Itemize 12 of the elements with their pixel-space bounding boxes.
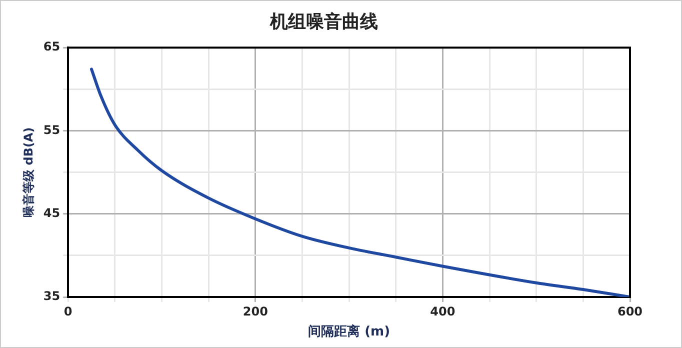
- y-tick-label: 55: [43, 122, 60, 137]
- x-tick-label: 200: [242, 304, 268, 318]
- chart-title: 机组噪音曲线: [269, 11, 378, 32]
- x-axis-title: 间隔距离 (m): [308, 324, 390, 340]
- y-axis-title: 噪音等级 dB(A): [21, 127, 36, 218]
- y-tick-label: 65: [43, 40, 60, 54]
- y-tick-label: 35: [43, 289, 60, 304]
- x-tick-label: 0: [64, 304, 72, 318]
- x-tick-label: 400: [430, 304, 456, 318]
- y-tick-label: 45: [43, 206, 60, 220]
- line-series: [90, 68, 630, 297]
- x-tick-label: 600: [617, 304, 643, 318]
